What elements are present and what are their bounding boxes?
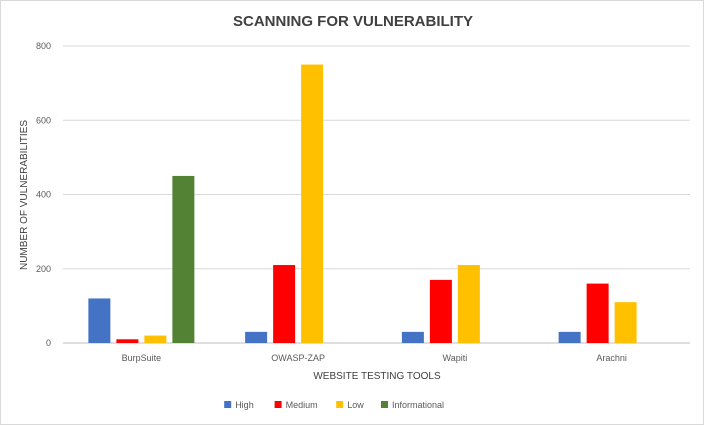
y-tick-label: 0 bbox=[46, 338, 51, 348]
bar-low bbox=[457, 265, 480, 343]
bar-high bbox=[88, 298, 111, 343]
bar-low bbox=[614, 302, 637, 343]
y-axis-ticks: 0 200 400 600 800 bbox=[36, 41, 51, 348]
bar-low bbox=[144, 335, 167, 343]
legend-label: Medium bbox=[286, 400, 318, 410]
legend-swatch bbox=[224, 401, 232, 408]
x-tick-label: Wapiti bbox=[443, 353, 468, 363]
bar-low bbox=[301, 64, 324, 343]
bar-high bbox=[558, 331, 581, 343]
y-tick-label: 400 bbox=[36, 190, 51, 200]
legend-swatch bbox=[336, 401, 344, 408]
y-tick-label: 800 bbox=[36, 41, 51, 51]
legend-swatch bbox=[381, 401, 388, 408]
legend-swatch bbox=[274, 401, 282, 408]
x-tick-label: OWASP-ZAP bbox=[271, 353, 325, 363]
x-tick-label: Arachni bbox=[596, 353, 627, 363]
x-tick-label: BurpSuite bbox=[122, 353, 162, 363]
legend: High Medium Low Informational bbox=[224, 400, 444, 410]
bar-high bbox=[401, 331, 424, 343]
bar-high bbox=[245, 331, 268, 343]
bars bbox=[88, 64, 637, 343]
y-tick-label: 600 bbox=[36, 115, 51, 125]
y-axis-title: NUMBER OF VULNERABILITIES bbox=[19, 120, 30, 270]
chart-title: SCANNING FOR VULNERABILITY bbox=[233, 13, 473, 30]
bar-medium bbox=[116, 339, 139, 343]
legend-label: Low bbox=[347, 400, 364, 410]
legend-label: Informational bbox=[392, 400, 444, 410]
x-axis-ticks: BurpSuite OWASP-ZAP Wapiti Arachni bbox=[122, 353, 627, 363]
bar-informational bbox=[172, 175, 195, 343]
y-tick-label: 200 bbox=[36, 264, 51, 274]
bar-medium bbox=[586, 283, 609, 343]
gridlines bbox=[63, 45, 690, 344]
bar-medium bbox=[429, 279, 452, 343]
x-axis-title: WEBSITE TESTING TOOLS bbox=[313, 371, 441, 382]
legend-label: High bbox=[235, 400, 254, 410]
bar-medium bbox=[273, 265, 296, 343]
